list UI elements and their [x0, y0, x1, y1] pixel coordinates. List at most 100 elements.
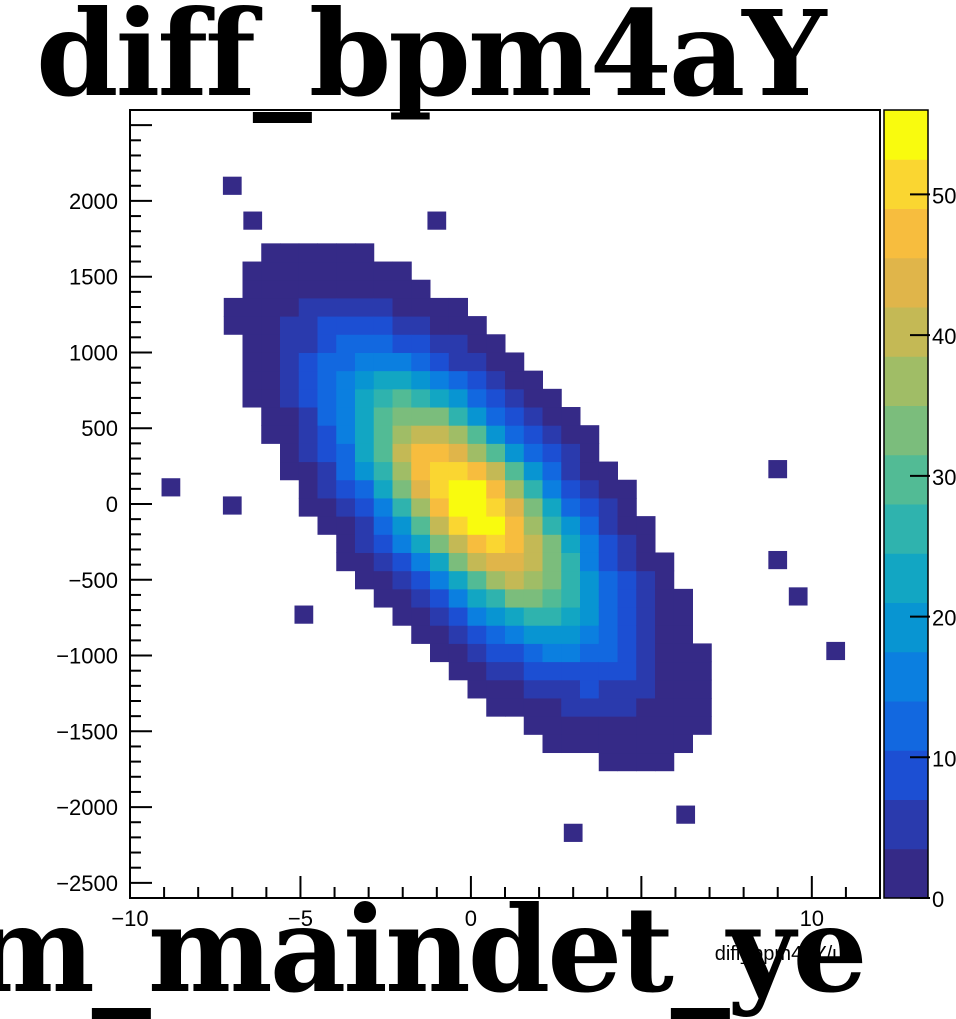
- heatmap-bin: [448, 334, 468, 353]
- heatmap-bin: [505, 407, 525, 426]
- heatmap-bin: [598, 516, 618, 535]
- heatmap-bin: [298, 352, 318, 372]
- heatmap-bin: [261, 334, 281, 353]
- heatmap-bin: [580, 643, 600, 663]
- heatmap-bin: [336, 334, 356, 353]
- heatmap-bin: [523, 370, 543, 390]
- heatmap-bin: [373, 479, 393, 499]
- heatmap-bin: [580, 661, 600, 681]
- heatmap-bin: [598, 461, 618, 481]
- heatmap-bin: [261, 316, 281, 335]
- heatmap-bin: [598, 570, 618, 590]
- heatmap-bin: [467, 497, 487, 517]
- heatmap-bin: [617, 516, 637, 535]
- heatmap-bin: [542, 534, 562, 553]
- heatmap-bin: [561, 607, 581, 626]
- heatmap-bin: [261, 370, 281, 390]
- heatmap-bin: [486, 661, 506, 681]
- y-axis: −2500 −2000 −1500 −1000 −500 0 500 1000 1500 2000: [56, 124, 152, 896]
- heatmap-bin: [542, 516, 562, 535]
- heatmap-bin: [617, 716, 637, 735]
- heatmap-bin: [505, 534, 525, 553]
- heatmap-bin: [411, 316, 431, 335]
- heatmap-bin: [523, 443, 543, 463]
- heatmap-bin: [280, 352, 300, 372]
- heatmap-bin: [673, 607, 693, 626]
- heatmap-bin: [617, 697, 637, 717]
- heatmap-bin: [636, 516, 656, 535]
- heatmap-bin: [561, 734, 581, 754]
- palette-tick-label: 50: [932, 183, 956, 208]
- heatmap-bin: [261, 425, 281, 444]
- heatmap-bin: [580, 443, 600, 463]
- heatmap-bin: [392, 516, 412, 535]
- heatmap-bin: [505, 570, 525, 590]
- heatmap-bin: [505, 479, 525, 499]
- heatmap-bin: [636, 534, 656, 553]
- x-tick-label: 5: [635, 906, 647, 931]
- palette-swatch: [884, 454, 928, 505]
- heatmap-bin: [373, 388, 393, 408]
- heatmap-bin: [486, 607, 506, 626]
- heatmap-bin: [486, 552, 506, 572]
- heatmap-bin: [673, 697, 693, 717]
- heatmap-bin: [467, 588, 487, 608]
- heatmap-bin: [467, 425, 487, 444]
- heatmap-bin: [467, 370, 487, 390]
- heatmap-bin: [392, 352, 412, 372]
- heatmap-bin: [617, 534, 637, 553]
- heatmap-bin: [486, 388, 506, 408]
- heatmap-bin: [655, 607, 675, 626]
- heatmap-bin: [486, 352, 506, 372]
- heatmap-bin: [542, 661, 562, 681]
- heatmap-bin: [617, 661, 637, 681]
- heatmap-bin: [467, 516, 487, 535]
- heatmap-bin: [467, 461, 487, 481]
- heatmap-bin: [655, 588, 675, 608]
- heatmap-bin: [298, 388, 318, 408]
- heatmap-bin: [580, 734, 600, 754]
- heatmap-bin: [655, 625, 675, 644]
- heatmap-bin: [486, 570, 506, 590]
- heatmap-bin: [617, 734, 637, 754]
- heatmap-bin: [336, 316, 356, 335]
- heatmap-bin: [655, 752, 675, 772]
- heatmap-bin: [617, 643, 637, 663]
- heatmap-bin: [261, 243, 281, 263]
- heatmap-bin: [430, 443, 450, 463]
- heatmap-bin: [561, 588, 581, 608]
- heatmap-bin: [505, 425, 525, 444]
- heatmap-bin: [505, 443, 525, 463]
- heatmap-bin: [523, 461, 543, 481]
- heatmap-bin: [598, 552, 618, 572]
- heatmap-bin: [542, 679, 562, 699]
- heatmap-bin: [598, 716, 618, 735]
- heatmap-bin: [542, 388, 562, 408]
- heatmap-bin: [298, 407, 318, 426]
- heatmap-bin: [430, 297, 450, 317]
- heatmap-bin: [392, 261, 412, 281]
- heatmap-bin: [561, 461, 581, 481]
- heatmap-bin: [636, 752, 656, 772]
- palette-swatch: [884, 651, 928, 702]
- y-tick-label: 1500: [69, 265, 118, 290]
- palette-tick-label: 20: [932, 606, 956, 631]
- heatmap-bin: [561, 697, 581, 717]
- heatmap-bin: [542, 588, 562, 608]
- heatmap-bin: [448, 661, 468, 681]
- heatmap-bin: [355, 425, 375, 444]
- heatmap-chart: −10 −5 0 5 10 −2500−2000−1500−1000−500050010…: [56, 109, 956, 965]
- heatmap-bin: [261, 388, 281, 408]
- heatmap-bin: [486, 534, 506, 553]
- heatmap-bin: [505, 497, 525, 517]
- heatmap-bin: [486, 497, 506, 517]
- heatmap-bin: [280, 316, 300, 335]
- heatmap-bin: [692, 697, 712, 717]
- heatmap-bin: [298, 425, 318, 444]
- heatmap-bin: [261, 297, 281, 317]
- heatmap-bin: [392, 279, 412, 299]
- heatmap-bin: [655, 643, 675, 663]
- heatmap-bin: [317, 279, 337, 299]
- heatmap-bin: [222, 496, 242, 515]
- heatmap-bin: [242, 352, 262, 372]
